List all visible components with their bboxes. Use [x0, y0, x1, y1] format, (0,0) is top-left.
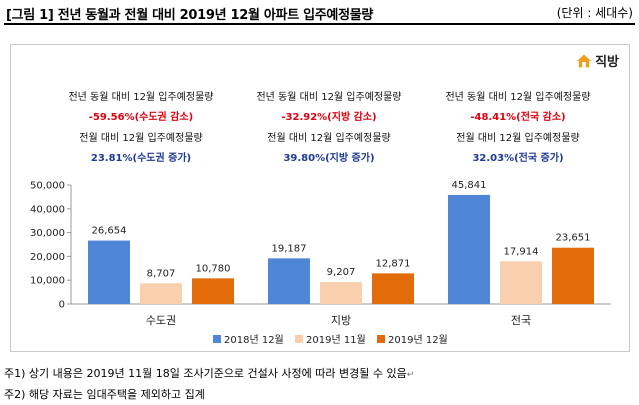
- y-tick-label: 40,000: [30, 204, 65, 215]
- legend-label: 2018년 12월: [224, 334, 284, 346]
- annotation-mom-label: 전월 대비 12월 입주예정물량: [79, 133, 203, 144]
- bar: [140, 283, 182, 304]
- annotation-capital: 전년 동월 대비 12월 입주예정물량 -59.56%(수도권 감소) 전월 대…: [46, 91, 236, 165]
- bar: [372, 273, 414, 304]
- annotation-yoy-label: 전년 동월 대비 12월 입주예정물량: [256, 92, 402, 103]
- annotation-yoy-value: -48.41%(전국 감소): [470, 112, 566, 123]
- x-tick-label: 전국: [511, 314, 531, 327]
- annotation-yoy-label: 전년 동월 대비 12월 입주예정물량: [445, 92, 591, 103]
- bar: [268, 258, 310, 304]
- house-logo-icon: [577, 54, 592, 67]
- annotation-mom-value: 39.80%(지방 증가): [283, 153, 375, 164]
- unit-label: (단위 : 세대수): [556, 6, 633, 20]
- x-tick-label: 지방: [331, 314, 351, 327]
- legend-swatch: [295, 335, 303, 343]
- y-tick-label: 30,000: [30, 228, 65, 239]
- annotation-yoy-label: 전년 동월 대비 12월 입주예정물량: [68, 92, 214, 103]
- bar-data-label: 19,187: [272, 243, 307, 254]
- bar: [448, 194, 490, 304]
- bar-data-label: 12,871: [376, 258, 411, 269]
- bar-data-label: 10,780: [196, 263, 231, 274]
- bar-data-label: 9,207: [327, 267, 356, 278]
- legend-swatch: [377, 335, 385, 343]
- bar-data-label: 8,707: [147, 268, 176, 279]
- brand-name: 직방: [595, 55, 619, 70]
- bar: [552, 247, 594, 304]
- legend-swatch: [213, 335, 221, 343]
- legend-label: 2019년 12월: [388, 334, 448, 346]
- annotation-national: 전년 동월 대비 12월 입주예정물량 -48.41%(전국 감소) 전월 대비…: [423, 91, 613, 165]
- footnote-1: 주1) 상기 내용은 2019년 11월 18일 조사기준으로 건설사 사정에 …: [4, 367, 415, 380]
- bar: [500, 261, 542, 304]
- y-tick-label: 10,000: [30, 276, 65, 287]
- annotation-regional: 전년 동월 대비 12월 입주예정물량 -32.92%(지방 감소) 전월 대비…: [234, 91, 424, 165]
- bar-data-label: 17,914: [504, 246, 539, 257]
- x-tick-label: 수도권: [146, 314, 176, 327]
- y-tick-label: 0: [59, 300, 65, 311]
- bar: [88, 240, 130, 304]
- annotation-mom-label: 전월 대비 12월 입주예정물량: [267, 133, 391, 144]
- annotation-yoy-value: -32.92%(지방 감소): [281, 112, 377, 123]
- footnotes: 주1) 상기 내용은 2019년 11월 18일 조사기준으로 건설사 사정에 …: [4, 364, 414, 405]
- bar: [320, 282, 362, 304]
- bar: [192, 278, 234, 304]
- annotation-mom-value: 23.81%(수도권 증가): [90, 153, 192, 164]
- footnote-2: 주2) 해당 자료는 임대주택을 제외하고 집계: [4, 388, 205, 401]
- figure-title: [그림 1] 전년 동월과 전월 대비 2019년 12월 아파트 입주예정물량: [6, 8, 374, 23]
- brand-logo: 직방: [576, 51, 619, 70]
- bar-data-label: 45,841: [452, 180, 487, 191]
- bar-data-label: 23,651: [556, 233, 591, 244]
- annotation-yoy-value: -59.56%(수도권 감소): [88, 112, 194, 123]
- chart-container: 직방 전년 동월 대비 12월 입주예정물량 -59.56%(수도권 감소) 전…: [10, 44, 630, 352]
- title-underline: [4, 23, 635, 25]
- annotation-mom-label: 전월 대비 12월 입주예정물량: [456, 133, 580, 144]
- bar-chart: 0 10,000 20,000 30,000 40,000 50,000 26,654 8,7…: [30, 180, 611, 346]
- y-tick-label: 20,000: [30, 252, 65, 263]
- bar-data-label: 26,654: [92, 226, 127, 237]
- annotation-mom-value: 32.03%(전국 증가): [472, 153, 564, 164]
- legend-label: 2019년 11월: [306, 334, 366, 346]
- y-tick-label: 50,000: [30, 181, 65, 192]
